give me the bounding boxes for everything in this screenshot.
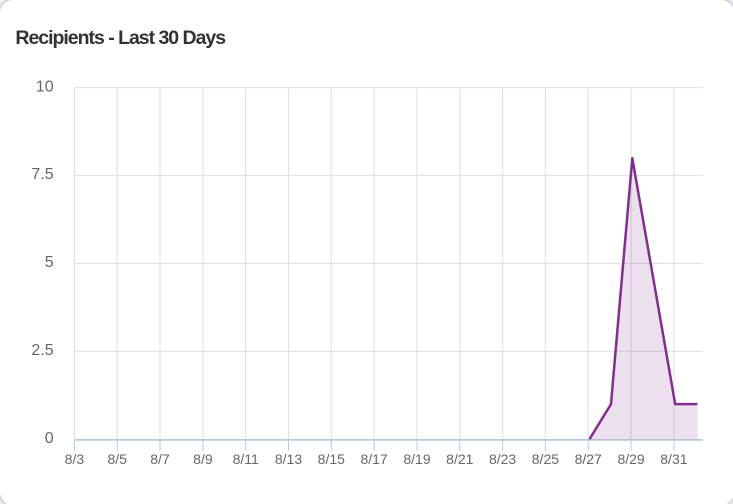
- svg-text:8/17: 8/17: [360, 451, 387, 467]
- svg-text:8/27: 8/27: [575, 451, 602, 467]
- svg-text:8/3: 8/3: [65, 451, 85, 467]
- svg-text:0: 0: [45, 430, 54, 447]
- svg-text:8/25: 8/25: [532, 451, 559, 467]
- svg-text:2.5: 2.5: [31, 342, 53, 359]
- svg-text:8/21: 8/21: [446, 451, 473, 467]
- svg-text:8/13: 8/13: [275, 451, 302, 467]
- svg-text:8/19: 8/19: [403, 451, 430, 467]
- svg-text:8/5: 8/5: [107, 451, 127, 467]
- svg-text:8/15: 8/15: [318, 451, 345, 467]
- svg-text:8/11: 8/11: [233, 451, 259, 467]
- svg-text:5: 5: [45, 254, 54, 271]
- svg-text:8/23: 8/23: [489, 451, 516, 467]
- svg-text:8/7: 8/7: [150, 451, 170, 467]
- svg-text:8/29: 8/29: [617, 451, 644, 467]
- svg-text:10: 10: [36, 78, 54, 95]
- svg-text:8/31: 8/31: [660, 451, 687, 467]
- svg-text:7.5: 7.5: [31, 166, 53, 183]
- svg-text:8/9: 8/9: [193, 451, 213, 467]
